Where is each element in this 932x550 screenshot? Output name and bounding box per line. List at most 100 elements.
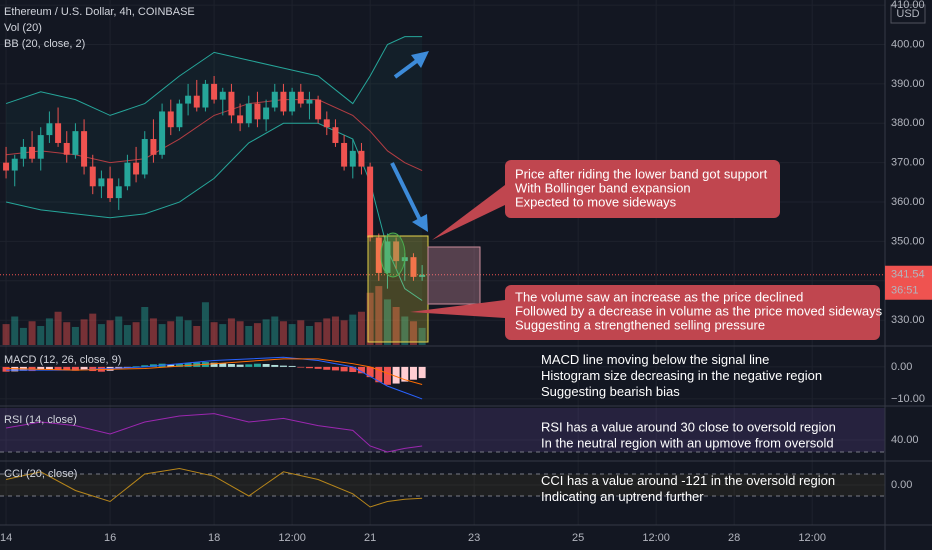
histogram-bar [418, 366, 426, 379]
candle-body [375, 237, 382, 273]
annotation: In the neutral region with an upmove fro… [541, 435, 834, 450]
histogram-bar [297, 366, 305, 368]
histogram-bar [279, 365, 287, 367]
volume-bar [245, 326, 253, 345]
histogram-bar [383, 366, 391, 385]
candle-body [29, 146, 36, 159]
volume-bar [54, 311, 62, 345]
candle-body [46, 123, 53, 136]
candle-body [72, 131, 79, 155]
histogram-bar [409, 366, 417, 380]
volume-bar [115, 316, 123, 345]
volume-bar [184, 320, 192, 345]
volume-bar [314, 322, 322, 345]
arrow [393, 58, 420, 79]
candle-body [306, 99, 313, 104]
candle-body [167, 111, 174, 128]
annotation: MACD line moving below the signal line [541, 352, 769, 367]
candle-body [341, 142, 348, 167]
volume-bar [71, 326, 79, 345]
x-tick-label: 14 [0, 532, 12, 544]
volume-bar [106, 320, 114, 345]
pane-title: CCI (20, close) [4, 468, 77, 480]
candle-body [193, 95, 200, 108]
candle-body [289, 91, 296, 112]
y-tick-label: 370.00 [891, 157, 925, 169]
volume-bar [349, 314, 357, 345]
volume-bar [271, 316, 279, 345]
y-tick-label: 380.00 [891, 117, 925, 129]
candle-body [141, 139, 148, 175]
histogram-bar [349, 366, 357, 373]
histogram-bar [392, 366, 400, 384]
candle-body [254, 103, 261, 120]
level-band [0, 408, 885, 452]
histogram-bar [37, 366, 45, 371]
histogram-bar [175, 364, 183, 367]
volume-bar [401, 316, 409, 345]
volume-bar [357, 311, 365, 345]
candle-body [11, 158, 18, 171]
candle-body [323, 119, 330, 128]
x-tick-label: 23 [468, 532, 480, 544]
level-band [0, 473, 885, 496]
y-tick-label: 360.00 [891, 196, 925, 208]
volume-bar [253, 323, 261, 345]
volume-bar [279, 321, 287, 345]
candle-body [81, 131, 88, 167]
volume-bar [45, 318, 53, 345]
y-tick-label: 0.00 [891, 361, 912, 373]
volume-bar [193, 326, 201, 345]
annotation: Price after riding the lower band got su… [515, 166, 768, 181]
histogram-bar [366, 366, 374, 378]
candle-body [176, 103, 183, 128]
histogram-bar [288, 365, 296, 367]
histogram-bar [80, 366, 88, 371]
y-tick-label: 0.00 [891, 479, 912, 491]
volume-bar [158, 324, 166, 345]
candle-body [237, 115, 244, 124]
histogram-bar [184, 363, 192, 367]
bb-upper [5, 36, 423, 116]
candle-body [280, 91, 287, 112]
histogram-bar [54, 366, 62, 370]
x-tick-label: 28 [728, 532, 740, 544]
candle-body [185, 95, 192, 104]
candle-body [150, 139, 157, 155]
candle-body [20, 146, 27, 159]
volume-bar [236, 321, 244, 345]
highlight-ellipse [380, 232, 406, 278]
pane-title: Ethereum / U.S. Dollar, 4h, COINBASE [4, 6, 195, 18]
projection-box [427, 246, 481, 305]
y-tick-label: 400.00 [891, 38, 925, 50]
candle-body [410, 257, 417, 277]
annotation: Suggesting a strengthened selling pressu… [515, 317, 765, 332]
candle-body [98, 178, 105, 187]
histogram-bar [63, 366, 71, 371]
y-tick-label: 350.00 [891, 235, 925, 247]
volume-bar [175, 316, 183, 345]
x-tick-label: 21 [364, 532, 376, 544]
volume-bar [366, 292, 374, 345]
volume-bar [409, 321, 417, 345]
candle-body [37, 135, 44, 159]
bb-title: BB (20, close, 2) [4, 38, 85, 50]
x-tick-label: 18 [208, 532, 220, 544]
volume-bar [383, 299, 391, 345]
histogram-bar [236, 364, 244, 367]
volume-bar [340, 320, 348, 345]
histogram-bar [210, 362, 218, 367]
volume-bar [63, 322, 71, 345]
volume-bar [331, 316, 339, 345]
histogram-bar [253, 363, 261, 367]
volume-bar [375, 286, 383, 345]
candle-body [419, 274, 426, 277]
volume-bar [28, 321, 36, 345]
candle-body [219, 91, 226, 100]
histogram-bar [2, 366, 10, 372]
volume-bar [11, 316, 19, 345]
histogram-bar [71, 366, 79, 371]
candle-body [107, 178, 114, 199]
currency-box [890, 4, 926, 24]
indicator-line [5, 413, 423, 453]
